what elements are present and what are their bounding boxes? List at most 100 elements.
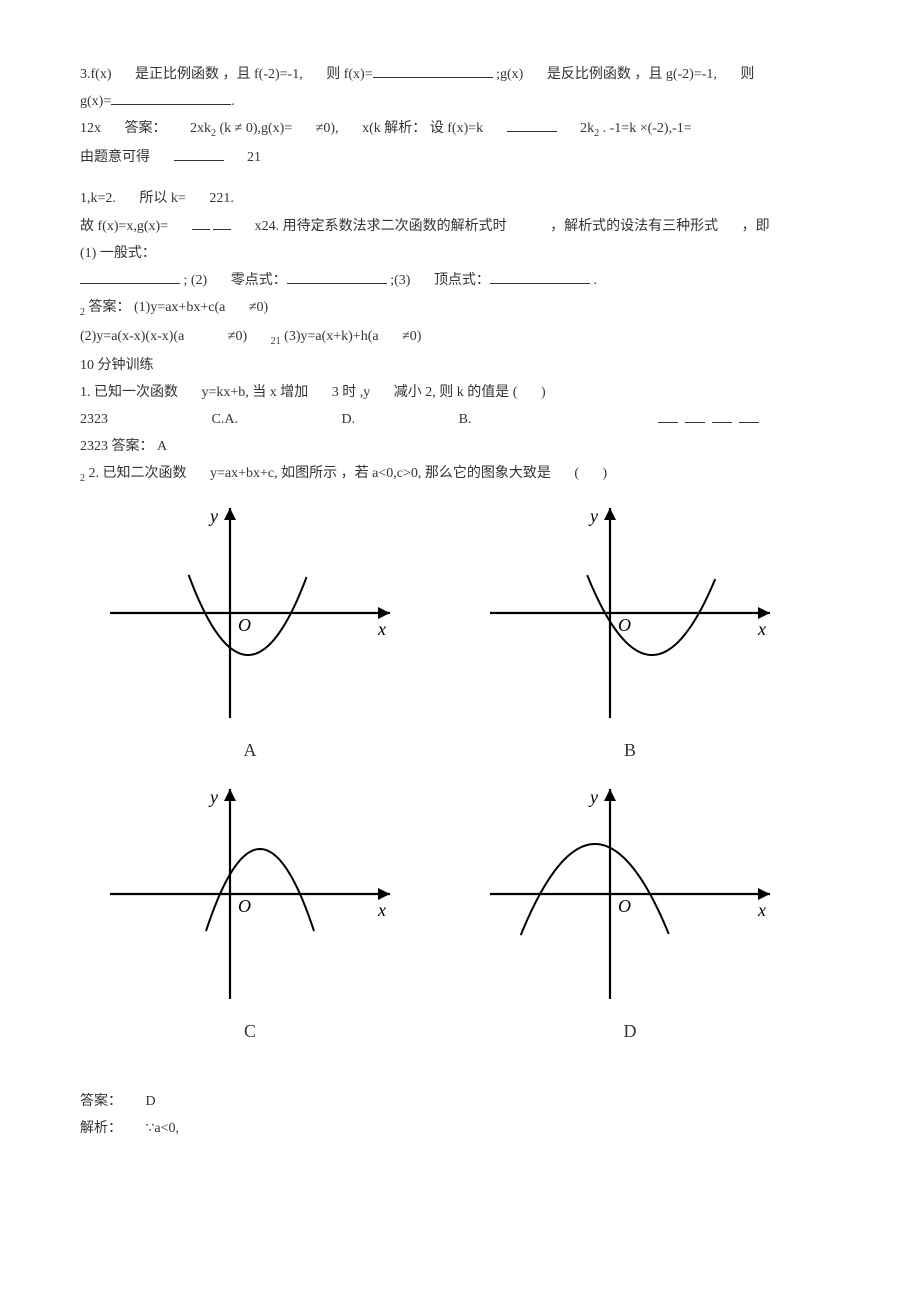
- fdot: .: [593, 273, 597, 288]
- a3-c: 2xk: [190, 121, 211, 136]
- q3-t1: 是正比例函数: [135, 67, 219, 82]
- a3-b4: [213, 215, 231, 230]
- fe: 解析：: [80, 1121, 122, 1136]
- a3-b3: [192, 215, 210, 230]
- q2c: (: [574, 466, 579, 481]
- ob1: [658, 408, 678, 423]
- chart-D: Oxy D: [460, 779, 800, 1047]
- svg-text:x: x: [757, 619, 766, 639]
- f3-blank: [490, 269, 590, 284]
- a3-exp1: 2: [211, 128, 216, 139]
- q1e: ): [541, 385, 546, 400]
- ans3-line1: 12x 答案： 2xk2 (k ≠ 0),g(x)= ≠0), x(k 解析： …: [80, 116, 840, 143]
- oc: D.: [341, 412, 355, 427]
- train-q2: 2 2. 已知二次函数 y=ax+bx+c, 如图所示 ，若 a<0,c>0, …: [80, 461, 840, 488]
- a3-a: 12x: [80, 121, 101, 136]
- q3-prefix: 3.f(x): [80, 67, 112, 82]
- svg-text:y: y: [588, 506, 598, 526]
- train-ans1: 2323 答案： A: [80, 434, 840, 459]
- q3-blank1: [373, 63, 493, 78]
- a3-n: ，解析式的设法有三种形式: [550, 219, 718, 234]
- svg-text:O: O: [618, 615, 631, 635]
- ob3: [712, 408, 732, 423]
- q1b: y=kx+b, 当 x 增加: [202, 385, 309, 400]
- a3-j: 1,k=2.: [80, 191, 116, 206]
- a3-kexp: 221.: [209, 191, 234, 206]
- train-opts: 2323 C.A. D. B.: [80, 407, 840, 432]
- a3-exp2: 2: [594, 128, 599, 139]
- q3-t6: ，且 g(-2)=-1,: [634, 67, 717, 82]
- a4-sub21: 21: [271, 336, 281, 347]
- a3-exp21: 21: [247, 150, 261, 165]
- svg-text:x: x: [377, 900, 386, 920]
- f2a: ; (2): [184, 273, 208, 288]
- f3a: ;(3): [390, 273, 410, 288]
- a4-a1: 答案： (1)y=ax+bx+c(a: [89, 300, 226, 315]
- q2d: ): [603, 466, 608, 481]
- f3b: 顶点式：: [434, 273, 490, 288]
- svg-text:O: O: [618, 896, 631, 916]
- train-title: 10 分钟训练: [80, 353, 840, 378]
- fev: ∵a<0,: [146, 1121, 180, 1136]
- q3-line2: g(x)=.: [80, 89, 840, 114]
- q1c: 3 时 ,y: [332, 385, 371, 400]
- a3-i: 由题意可得: [80, 150, 150, 165]
- q3-t5: 是反比例函数: [547, 67, 631, 82]
- q3-blank2: [111, 90, 231, 105]
- a3-o: ，即: [742, 219, 770, 234]
- svg-text:O: O: [238, 896, 251, 916]
- ans3-line4: 故 f(x)=x,g(x)= x24. 用待定系数法求二次函数的解析式时 ，解析…: [80, 214, 840, 239]
- a3-l: 故 f(x)=x,g(x)=: [80, 219, 168, 234]
- q2sub: 2: [80, 473, 85, 484]
- final-ans: 答案： D: [80, 1089, 840, 1114]
- svg-text:x: x: [757, 900, 766, 920]
- a3-blank2: [174, 146, 224, 161]
- a4-a1b: ≠0): [249, 300, 268, 315]
- oa: 2323: [80, 412, 108, 427]
- q3-dot: .: [231, 94, 235, 109]
- a4-a3: (3)y=a(x+k)+h(a: [284, 329, 378, 344]
- spacer-2: [80, 1067, 840, 1087]
- a3-blank: [507, 117, 557, 132]
- ans3-line3: 1,k=2. 所以 k= 221.: [80, 186, 840, 211]
- svg-text:y: y: [588, 787, 598, 807]
- a3-e: ≠0),: [316, 121, 339, 136]
- q2b: y=ax+bx+c, 如图所示 ，若 a<0,c>0, 那么它的图象大致是: [210, 466, 551, 481]
- ob2: [685, 408, 705, 423]
- train-q1: 1. 已知一次函数 y=kx+b, 当 x 增加 3 时 ,y 减小 2, 则 …: [80, 380, 840, 405]
- fav: D: [146, 1094, 156, 1109]
- svg-text:O: O: [238, 615, 251, 635]
- q3-t7: 则: [740, 67, 754, 82]
- svg-text:y: y: [208, 787, 218, 807]
- a4-a2: (2)y=a(x-x)(x-x)(a: [80, 329, 184, 344]
- forms-line2: ; (2) 零点式： ;(3) 顶点式： .: [80, 268, 840, 293]
- a4-sub1: 2: [80, 307, 85, 318]
- svg-text:x: x: [377, 619, 386, 639]
- chart-C: Oxy C: [80, 779, 420, 1047]
- a3-b: 答案：: [125, 121, 167, 136]
- a3-g: 2k: [580, 121, 594, 136]
- f2b: 零点式：: [231, 273, 287, 288]
- a4-a2b: ≠0): [228, 329, 247, 344]
- q1d: 减小 2, 则 k 的值是 (: [394, 385, 518, 400]
- ans4-line1: 2 答案： (1)y=ax+bx+c(a ≠0): [80, 295, 840, 322]
- chart-grid: Oxy A Oxy B Oxy C Oxy D: [80, 498, 800, 1047]
- q3-line1: 3.f(x) 是正比例函数 ，且 f(-2)=-1, 则 f(x)= ;g(x)…: [80, 62, 840, 87]
- ans3-line2: 由题意可得 21: [80, 145, 840, 170]
- ob: C.A.: [212, 412, 238, 427]
- svg-text:y: y: [208, 506, 218, 526]
- chart-B: Oxy B: [460, 498, 800, 766]
- q3-t3: 则 f(x)=: [326, 67, 372, 82]
- a3-k: 所以 k=: [139, 191, 185, 206]
- a3-d: (k ≠ 0),g(x)=: [220, 121, 293, 136]
- chart-A: Oxy A: [80, 498, 420, 766]
- forms-line1: (1) 一般式：: [80, 241, 840, 266]
- a4-a3b: ≠0): [402, 329, 421, 344]
- q2a: 2. 已知二次函数: [89, 466, 187, 481]
- q3-t4: ;g(x): [496, 67, 523, 82]
- f1-blank: [80, 269, 180, 284]
- ans4-line2: (2)y=a(x-x)(x-x)(a ≠0) 21 (3)y=a(x+k)+h(…: [80, 324, 840, 351]
- fa: 答案：: [80, 1094, 122, 1109]
- ob4: [739, 408, 759, 423]
- a3-h: . -1=k ×(-2),-1=: [603, 121, 692, 136]
